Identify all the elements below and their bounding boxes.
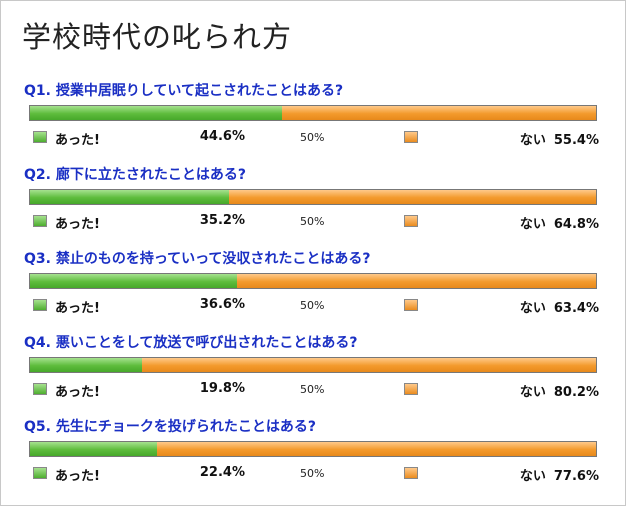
legend-swatch-no [404, 131, 418, 143]
data-label-no: 55.4% [553, 133, 599, 148]
question-label: Q1. 授業中居眠りしていて起こされたことはある? [24, 83, 344, 99]
question-label: Q4. 悪いことをして放送で呼び出されたことはある? [24, 335, 358, 351]
midpoint-tick-label: 50% [300, 215, 325, 228]
legend-swatch-yes [33, 131, 47, 143]
legend-swatch-no [404, 215, 418, 227]
data-label-yes: 22.4% [199, 465, 245, 480]
stacked-bar [29, 357, 597, 373]
bar-segment-yes [30, 358, 143, 372]
legend-label-no: ない [519, 469, 546, 484]
legend-label-no: ない [519, 133, 546, 148]
legend-row: あった! 35.2% 50% ない 64.8% [0, 212, 626, 232]
legend-group-no: ない 80.2% [520, 381, 599, 400]
legend-swatch-yes [33, 383, 47, 395]
data-label-yes: 19.8% [199, 381, 245, 396]
legend-label-yes: あった! [55, 469, 100, 484]
bar-segment-yes [30, 106, 283, 120]
legend-label-yes: あった! [55, 217, 100, 232]
data-label-no: 64.8% [553, 217, 599, 232]
bar-segment-yes [30, 190, 230, 204]
legend-swatch-yes [33, 299, 47, 311]
legend-row: あった! 36.6% 50% ない 63.4% [0, 296, 626, 316]
stacked-bar [29, 441, 597, 457]
bar-segment-no [237, 274, 596, 288]
legend-label-no: ない [519, 217, 546, 232]
legend-group-no: ない 55.4% [520, 129, 599, 148]
midpoint-tick-label: 50% [300, 299, 325, 312]
bar-segment-no [282, 106, 596, 120]
legend-label-no: ない [519, 301, 546, 316]
stacked-bar [29, 189, 597, 205]
legend-swatch-yes [33, 215, 47, 227]
data-label-yes: 44.6% [199, 129, 245, 144]
data-label-yes: 35.2% [199, 213, 245, 228]
legend-group-no: ない 64.8% [520, 213, 599, 232]
bar-segment-no [229, 190, 596, 204]
midpoint-tick-label: 50% [300, 467, 325, 480]
question-label: Q5. 先生にチョークを投げられたことはある? [24, 419, 316, 435]
legend-swatch-no [404, 467, 418, 479]
legend-swatch-yes [33, 467, 47, 479]
data-label-no: 80.2% [553, 385, 599, 400]
question-label: Q3. 禁止のものを持っていって没収されたことはある? [24, 251, 371, 267]
data-label-no: 63.4% [553, 301, 599, 316]
midpoint-tick-label: 50% [300, 383, 325, 396]
legend-swatch-no [404, 299, 418, 311]
data-label-no: 77.6% [553, 469, 599, 484]
bar-segment-no [142, 358, 596, 372]
question-label: Q2. 廊下に立たされたことはある? [24, 167, 246, 183]
legend-swatch-no [404, 383, 418, 395]
legend-row: あった! 44.6% 50% ない 55.4% [0, 128, 626, 148]
legend-label-yes: あった! [55, 301, 100, 316]
legend-label-no: ない [519, 385, 546, 400]
legend-row: あった! 19.8% 50% ない 80.2% [0, 380, 626, 400]
stacked-bar [29, 105, 597, 121]
bar-segment-yes [30, 274, 238, 288]
legend-group-no: ない 63.4% [520, 297, 599, 316]
midpoint-tick-label: 50% [300, 131, 325, 144]
bar-segment-yes [30, 442, 157, 456]
chart-title: 学校時代の叱られ方 [22, 20, 293, 54]
legend-group-no: ない 77.6% [520, 465, 599, 484]
bar-segment-no [157, 442, 596, 456]
legend-label-yes: あった! [55, 385, 100, 400]
legend-label-yes: あった! [55, 133, 100, 148]
stacked-bar [29, 273, 597, 289]
data-label-yes: 36.6% [199, 297, 245, 312]
legend-row: あった! 22.4% 50% ない 77.6% [0, 464, 626, 484]
